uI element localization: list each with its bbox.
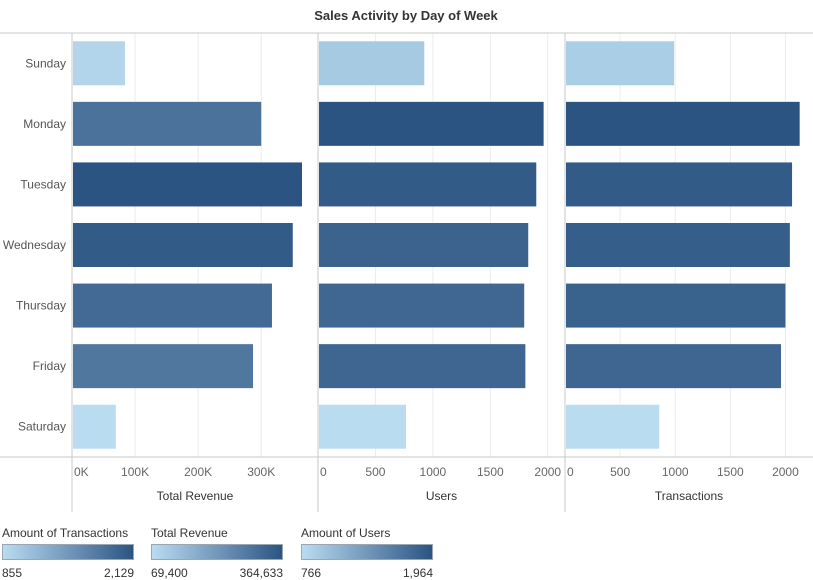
bar bbox=[319, 223, 529, 267]
bar bbox=[566, 101, 800, 146]
legend-revenue: Total Revenue 69,400 364,633 bbox=[151, 526, 283, 580]
tick-label: 1000 bbox=[420, 465, 447, 479]
chart-title: Sales Activity by Day of Week bbox=[314, 8, 498, 23]
bar bbox=[566, 223, 790, 267]
legend-gradient bbox=[2, 544, 134, 560]
tick-label: 0K bbox=[74, 465, 89, 479]
tick-label: 1500 bbox=[717, 465, 744, 479]
bar bbox=[566, 162, 793, 207]
bar bbox=[73, 344, 254, 389]
bar bbox=[319, 162, 537, 207]
tick-label: 200K bbox=[184, 465, 212, 479]
tick-label: 100K bbox=[121, 465, 149, 479]
bar bbox=[73, 404, 116, 449]
bar bbox=[319, 344, 526, 389]
category-label: Saturday bbox=[18, 420, 66, 434]
category-label: Sunday bbox=[25, 56, 66, 70]
bar bbox=[319, 404, 407, 449]
legend-transactions: Amount of Transactions 855 2,129 bbox=[2, 526, 134, 580]
bar bbox=[73, 283, 272, 328]
bar bbox=[73, 41, 125, 86]
legend-min-label: 766 bbox=[301, 566, 322, 580]
bar bbox=[73, 162, 302, 207]
bar bbox=[566, 41, 675, 86]
tick-label: 500 bbox=[610, 465, 630, 479]
legend-max-label: 2,129 bbox=[103, 566, 134, 580]
category-label: Wednesday bbox=[3, 238, 66, 252]
tick-label: 500 bbox=[365, 465, 385, 479]
category-label: Tuesday bbox=[20, 177, 66, 191]
tick-label: 0 bbox=[567, 465, 574, 479]
legend-min-label: 855 bbox=[2, 566, 23, 580]
bar bbox=[566, 283, 786, 328]
category-label: Monday bbox=[23, 117, 66, 131]
bar bbox=[319, 283, 525, 328]
legend-max-label: 364,633 bbox=[239, 566, 283, 580]
tick-label: 300K bbox=[247, 465, 275, 479]
bar bbox=[566, 344, 782, 389]
legend-title: Amount of Users bbox=[301, 526, 391, 540]
tick-label: 2000 bbox=[772, 465, 799, 479]
tick-label: 1500 bbox=[477, 465, 504, 479]
legend-users: Amount of Users 766 1,964 bbox=[301, 526, 433, 580]
axis-title: Total Revenue bbox=[157, 489, 234, 503]
bar bbox=[566, 404, 660, 449]
tick-label: 0 bbox=[320, 465, 327, 479]
bar bbox=[73, 101, 262, 146]
bar bbox=[319, 41, 425, 86]
bar bbox=[73, 223, 293, 267]
category-label: Friday bbox=[33, 359, 66, 373]
tick-label: 2000 bbox=[534, 465, 561, 479]
legend-gradient bbox=[301, 544, 433, 560]
legend-title: Total Revenue bbox=[151, 526, 228, 540]
tick-label: 1000 bbox=[662, 465, 689, 479]
axis-title: Transactions bbox=[655, 489, 723, 503]
legend-gradient bbox=[151, 544, 283, 560]
legend-min-label: 69,400 bbox=[151, 566, 188, 580]
legend-max-label: 1,964 bbox=[402, 566, 433, 580]
legend-title: Amount of Transactions bbox=[2, 526, 129, 540]
category-label: Thursday bbox=[16, 299, 66, 313]
axis-title: Users bbox=[426, 489, 457, 503]
bar bbox=[319, 101, 544, 146]
